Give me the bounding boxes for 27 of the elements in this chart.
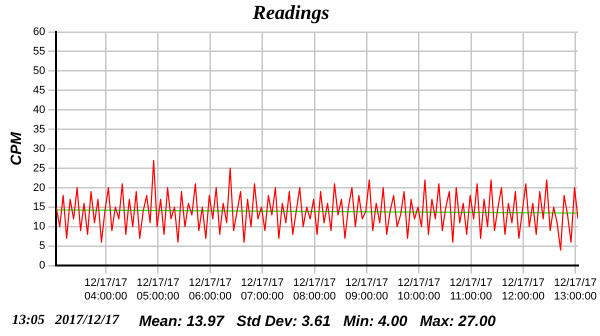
y-axis-title: CPM: [8, 132, 26, 166]
x-tick-label: 12/17/17 06:00:00: [188, 277, 232, 302]
x-tick-label: 12/17/17 12:00:00: [502, 277, 545, 302]
y-tick-label: 5: [39, 240, 46, 252]
y-tick-label: 25: [32, 162, 46, 174]
y-tick-label: 15: [32, 201, 46, 214]
y-tick-label: 0: [39, 260, 46, 272]
text: 13:05 2017/12/17: [12, 313, 119, 329]
x-tick-label: 12/17/17 10:00:00: [397, 277, 440, 302]
y-tick-label: 55: [32, 46, 46, 58]
y-tick-label: 60: [32, 26, 46, 38]
y-tick-label: 45: [32, 84, 46, 96]
y-tick-label: 30: [32, 142, 46, 155]
x-tick-label: 12/17/17 11:00:00: [450, 277, 492, 302]
x-tick-label: 12/17/17 07:00:00: [240, 277, 284, 302]
x-tick-label: 12/17/17 04:00:00: [84, 277, 128, 302]
y-tick-label: 50: [32, 64, 46, 77]
x-tick-label: 12/17/17 13:00:00: [554, 277, 597, 302]
text: Mean: 13.97 Std Dev: 3.61 Min: 4.00 Max: 27.00: [138, 312, 496, 330]
x-tick-label: 12/17/17 08:00:00: [293, 277, 336, 302]
y-tick-label: 10: [32, 220, 46, 233]
y-tick-label: 40: [32, 104, 46, 116]
y-tick-label: 20: [32, 182, 46, 194]
x-tick-label: 12/17/17 09:00:00: [345, 277, 388, 302]
chart-title: Readings: [252, 2, 330, 24]
y-tick-label: 35: [32, 123, 46, 136]
x-tick-label: 12/17/17 05:00:00: [136, 277, 180, 302]
